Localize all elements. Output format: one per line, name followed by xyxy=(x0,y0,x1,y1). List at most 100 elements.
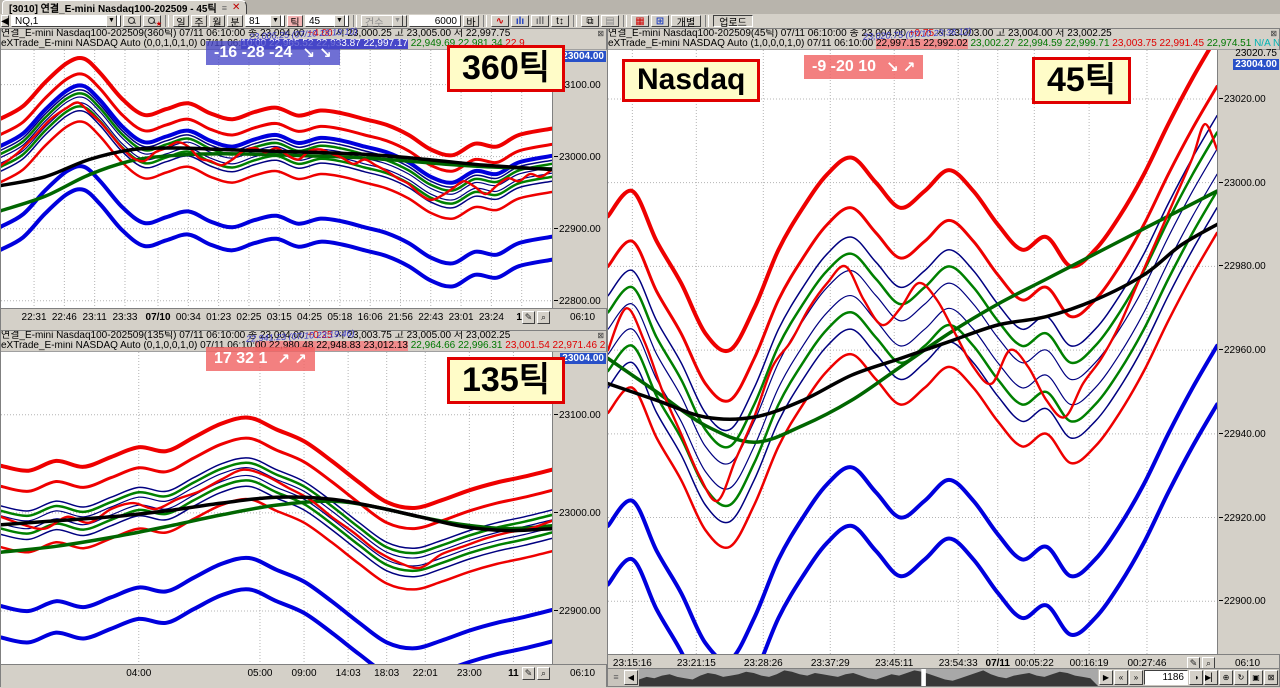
nav-back-button[interactable]: ◀ xyxy=(1,15,9,27)
indicator-values: N/A N/A xyxy=(1254,39,1279,49)
crosshair-icon[interactable]: ⊕ xyxy=(1219,670,1233,685)
jump-forward-button[interactable]: » xyxy=(1129,670,1143,685)
jump-back-button[interactable]: « xyxy=(1114,670,1128,685)
panel-header-line1: 연결_E-mini Nasdaq100-202509(135틱) 07/11 0… xyxy=(1,331,606,341)
series-blue-lower-2 xyxy=(1,587,552,664)
chart-plot[interactable] xyxy=(1,50,552,308)
indicator-values: 23,003.75 22,991.45 xyxy=(1112,39,1207,49)
zoom-tool-button[interactable]: ⌕ xyxy=(537,667,550,680)
count-combo: 건수 ▼ xyxy=(361,15,407,29)
favorite-search-button[interactable]: ★ xyxy=(143,15,162,28)
divider xyxy=(705,15,709,27)
symbol-combo[interactable]: NQ,1 ▼ xyxy=(11,15,121,27)
series-navy-b xyxy=(1,467,552,559)
signal-arrow-icons: ↘ ↘ xyxy=(302,45,332,62)
visible-bar-count-input[interactable]: 1186 xyxy=(1144,670,1188,685)
upload-button[interactable]: 업로드 xyxy=(713,15,753,29)
scroll-left-button[interactable]: ◀ xyxy=(624,670,638,685)
time-axis: 22:31 22:46 23:11 23:33 07/10 00:34 01:23 02:25… xyxy=(1,308,606,331)
chevron-down-icon[interactable]: ▼ xyxy=(334,15,345,27)
panel-header-line1: 연결_E-mini Nasdaq100-202509(360틱) 07/11 0… xyxy=(1,29,606,39)
minute-combo[interactable]: 81 ▼ xyxy=(245,15,285,27)
search-button[interactable] xyxy=(123,15,141,27)
price-tick-label: 23100.00 xyxy=(554,409,601,421)
individual-button[interactable]: 개별 xyxy=(671,15,701,29)
period-month-button[interactable]: 월 xyxy=(209,15,225,29)
bar-apply-button[interactable]: 바 xyxy=(463,15,479,29)
signal-arrow-icons: ↗ ↗ xyxy=(277,351,307,368)
signal-badge: -9 -20 10 ↘ ↗ xyxy=(804,55,924,79)
current-price-chip: 23004.00 xyxy=(1233,59,1279,70)
maximize-icon[interactable]: ▣ xyxy=(1249,670,1263,685)
tick-mode-button[interactable]: 틱 xyxy=(287,15,303,29)
chart-label-box: Nasdaq xyxy=(622,59,761,102)
period-week-button[interactable]: 주 xyxy=(191,15,207,29)
signal-badge: 17 32 1 ↗ ↗ xyxy=(206,347,315,371)
series-red-lower xyxy=(1,120,552,221)
minute-value: 81 xyxy=(249,15,261,27)
panel-close-icon[interactable]: ⊠ xyxy=(597,331,604,340)
series-green-a xyxy=(608,131,1217,449)
text-size-button[interactable]: t↕ xyxy=(551,15,569,27)
indicator-chart-button[interactable]: ılı xyxy=(511,15,529,27)
panel-body: 23020.00 23000.00 22980.00 22960.00 22940.00… xyxy=(608,48,1280,654)
time-tick-label: 23:15:16 xyxy=(612,658,652,669)
chevron-down-icon[interactable]: ▼ xyxy=(270,15,281,27)
signal-values: -9 -20 10 xyxy=(812,58,877,75)
indicator-values: 23,001.54 22,971.46 22,9 xyxy=(505,341,606,351)
navigator-overview[interactable] xyxy=(639,669,1098,686)
close-icon[interactable]: ⊠ xyxy=(1264,670,1278,685)
chart-tab[interactable]: [3010] 연결_E-mini Nasdaq100-202509 - 45틱 … xyxy=(2,0,248,15)
symbol-value: NQ,1 xyxy=(15,15,39,27)
series-navy-b xyxy=(608,148,1217,465)
time-tick-label: 07/11 xyxy=(985,658,1010,669)
line-chart-button[interactable]: ∿ xyxy=(491,15,509,27)
copy-chart-button[interactable]: ⧉ xyxy=(581,15,599,27)
chevron-down-icon: ▼ xyxy=(392,15,403,27)
bar-count-input[interactable]: 6000 xyxy=(409,15,461,27)
series-blue-lower-2 xyxy=(1,187,552,289)
draw-tool-button[interactable]: ✎ xyxy=(522,311,535,324)
axis-tools: ✎ ⌕ xyxy=(1187,657,1215,670)
period-day-button[interactable]: 일 xyxy=(173,15,189,29)
signal-values: -16 -28 -24 xyxy=(214,44,293,61)
time-tick-label: 21:56 xyxy=(387,312,413,323)
price-tick-label: 23100.00 xyxy=(554,79,601,91)
step-forward-button[interactable]: ▶ xyxy=(1099,670,1113,685)
tab-pin-icon[interactable]: ≡ xyxy=(221,2,227,13)
series-navy-b xyxy=(1,96,552,195)
bar-chart-icon: ılı xyxy=(515,15,525,27)
grid-button[interactable]: ⊞ xyxy=(651,15,669,27)
time-tick-label: 09:00 xyxy=(291,668,317,679)
volume-icon: ıll xyxy=(535,15,545,27)
header-text: 시 23,003.00 고 23,004.00 저 23,002.25 xyxy=(934,29,1112,39)
header-text: +0.25 xyxy=(307,331,333,341)
report-button[interactable]: ▦ xyxy=(631,15,649,27)
series-green-b xyxy=(1,479,552,573)
chart-plot[interactable] xyxy=(608,50,1217,654)
time-axis: 04:00 05:00 09:00 14:03 18:03 22:01 23:00 11 ✎ ⌕ 0… xyxy=(1,664,606,688)
tick-combo[interactable]: 45 ▼ xyxy=(305,15,349,27)
time-tick-label: 23:28:26 xyxy=(743,658,783,669)
tab-bar: [3010] 연결_E-mini Nasdaq100-202509 - 45틱 … xyxy=(0,0,1280,15)
contrast-icon[interactable]: ◑ xyxy=(1189,670,1203,685)
line-chart-icon: ∿ xyxy=(495,15,505,27)
chevron-down-icon[interactable]: ▼ xyxy=(106,15,117,27)
draw-tool-button[interactable]: ✎ xyxy=(522,667,535,680)
time-tick-label: 23:21:15 xyxy=(676,658,716,669)
indicator-values: eXTrade_E-mini NASDAQ Auto (1,0,0,0,1,0)… xyxy=(608,39,876,49)
volume-chart-button[interactable]: ıll xyxy=(531,15,549,27)
skip-end-icon[interactable]: ▶▏ xyxy=(1204,670,1218,685)
period-minute-button[interactable]: 분 xyxy=(227,15,243,29)
refresh-icon[interactable]: ↻ xyxy=(1234,670,1248,685)
time-tick-label: 18:03 xyxy=(374,668,400,679)
navigator-grip[interactable]: ≡ xyxy=(613,672,619,682)
high-price-label: 23020.75 xyxy=(1235,48,1277,59)
panel-close-icon[interactable]: ⊠ xyxy=(597,29,604,38)
series-blue-lower-2 xyxy=(608,402,1217,654)
tab-close-icon[interactable]: ✕ xyxy=(231,2,241,13)
zoom-tool-button[interactable]: ⌕ xyxy=(537,311,550,324)
time-tick-label: 14:03 xyxy=(335,668,361,679)
price-tick-label: 23000.00 xyxy=(554,151,601,163)
panel-close-icon[interactable]: ⊠ xyxy=(1270,29,1277,38)
